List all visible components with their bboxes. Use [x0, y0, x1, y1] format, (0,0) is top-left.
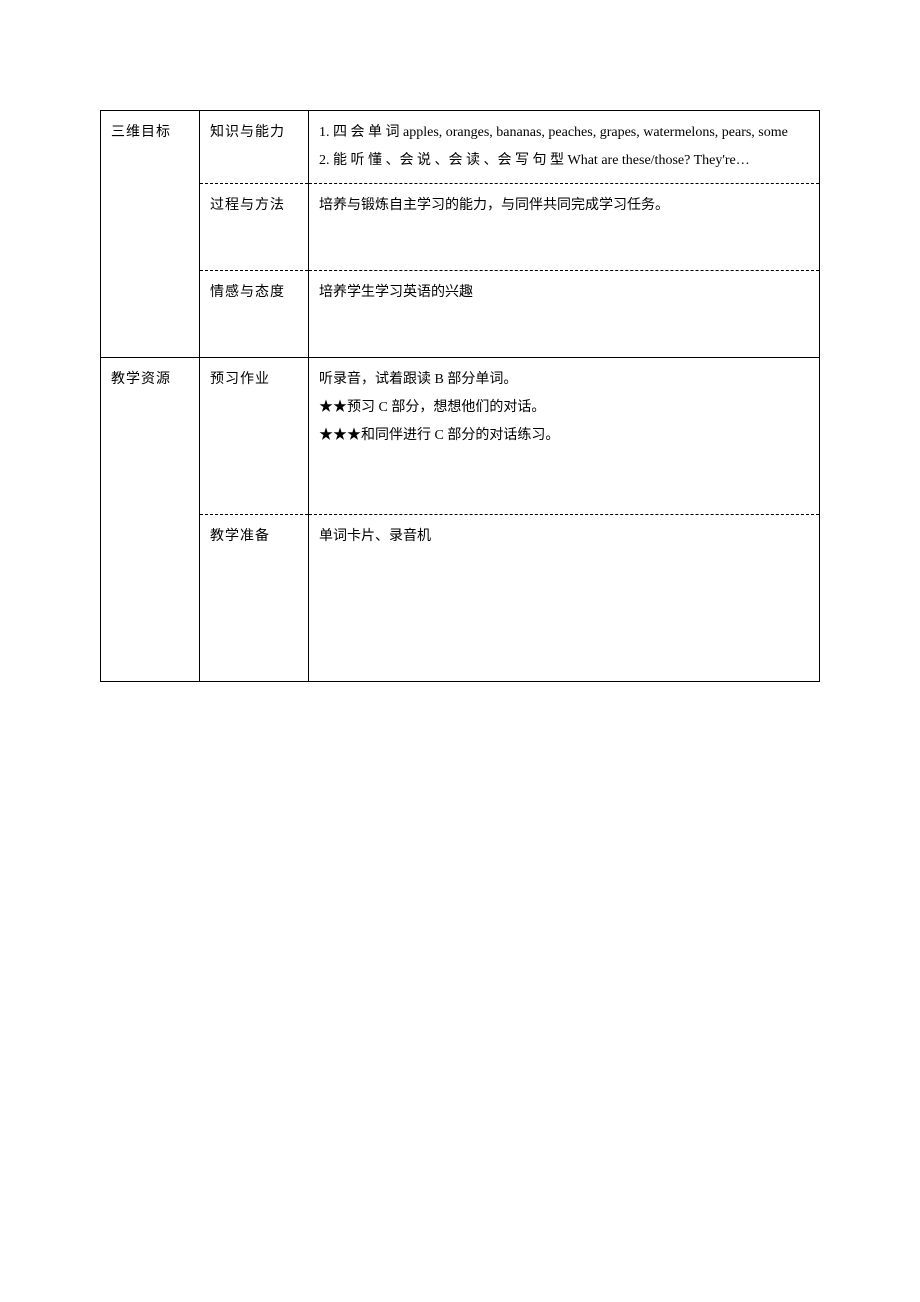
document-page: 三维目标 知识与能力 1. 四 会 单 词 apples, oranges, b…: [0, 0, 920, 682]
cell-goal-label: 三维目标: [101, 111, 200, 358]
table-row: 教学准备 单词卡片、录音机: [101, 515, 820, 682]
table-row: 情感与态度 培养学生学习英语的兴趣: [101, 271, 820, 358]
cell-process-content: 培养与锻炼自主学习的能力，与同伴共同完成学习任务。: [309, 184, 820, 271]
cell-resource-label: 教学资源: [101, 358, 200, 682]
table-row: 教学资源 预习作业 听录音，试着跟读 B 部分单词。 ★★预习 C 部分，想想他…: [101, 358, 820, 515]
table-row: 过程与方法 培养与锻炼自主学习的能力，与同伴共同完成学习任务。: [101, 184, 820, 271]
cell-knowledge-content: 1. 四 会 单 词 apples, oranges, bananas, pea…: [309, 111, 820, 184]
knowledge-label: 知识与能力: [210, 125, 285, 140]
cell-preview-content: 听录音，试着跟读 B 部分单词。 ★★预习 C 部分，想想他们的对话。 ★★★和…: [309, 358, 820, 515]
resource-label: 教学资源: [111, 372, 171, 387]
knowledge-content: 1. 四 会 单 词 apples, oranges, bananas, pea…: [319, 125, 788, 168]
table-row: 三维目标 知识与能力 1. 四 会 单 词 apples, oranges, b…: [101, 111, 820, 184]
preview-content: 听录音，试着跟读 B 部分单词。 ★★预习 C 部分，想想他们的对话。 ★★★和…: [319, 372, 559, 443]
prepare-content: 单词卡片、录音机: [319, 529, 431, 544]
lesson-plan-table: 三维目标 知识与能力 1. 四 会 单 词 apples, oranges, b…: [100, 110, 820, 682]
attitude-label: 情感与态度: [210, 285, 285, 300]
cell-attitude-label: 情感与态度: [200, 271, 309, 358]
cell-prepare-content: 单词卡片、录音机: [309, 515, 820, 682]
cell-prepare-label: 教学准备: [200, 515, 309, 682]
goal-label: 三维目标: [111, 125, 171, 140]
cell-preview-label: 预习作业: [200, 358, 309, 515]
attitude-content: 培养学生学习英语的兴趣: [319, 285, 473, 300]
process-content: 培养与锻炼自主学习的能力，与同伴共同完成学习任务。: [319, 198, 669, 213]
preview-label: 预习作业: [210, 372, 270, 387]
cell-knowledge-label: 知识与能力: [200, 111, 309, 184]
process-label: 过程与方法: [210, 198, 285, 213]
cell-attitude-content: 培养学生学习英语的兴趣: [309, 271, 820, 358]
prepare-label: 教学准备: [210, 529, 270, 544]
cell-process-label: 过程与方法: [200, 184, 309, 271]
